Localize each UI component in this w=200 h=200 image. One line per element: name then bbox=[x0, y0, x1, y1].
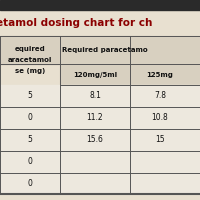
Bar bbox=[60, 36, 150, 64]
Bar bbox=[0, 36, 60, 64]
Text: 10.8: 10.8 bbox=[152, 114, 168, 122]
Text: se (mg): se (mg) bbox=[15, 68, 45, 74]
Text: 125mg: 125mg bbox=[147, 72, 173, 78]
Bar bbox=[0, 129, 200, 151]
Text: 11.2: 11.2 bbox=[87, 114, 103, 122]
Text: 5: 5 bbox=[28, 136, 32, 144]
Text: Required paracetamo: Required paracetamo bbox=[62, 47, 148, 53]
Bar bbox=[0, 0, 200, 10]
Bar bbox=[0, 85, 200, 107]
Text: 8.1: 8.1 bbox=[89, 92, 101, 100]
Bar bbox=[0, 107, 200, 129]
Text: aracetamol: aracetamol bbox=[8, 58, 52, 64]
Bar bbox=[60, 64, 200, 85]
Text: 120mg/5ml: 120mg/5ml bbox=[73, 72, 117, 78]
Text: 5: 5 bbox=[28, 92, 32, 100]
Bar bbox=[0, 10, 200, 36]
Bar bbox=[0, 173, 200, 194]
Text: 15: 15 bbox=[155, 136, 165, 144]
Bar bbox=[0, 151, 200, 173]
Bar bbox=[0, 36, 200, 64]
Text: 15.6: 15.6 bbox=[87, 136, 103, 144]
Text: 0: 0 bbox=[28, 114, 32, 122]
Text: 0: 0 bbox=[28, 179, 32, 188]
Text: etamol dosing chart for ch: etamol dosing chart for ch bbox=[0, 18, 152, 28]
Text: 0: 0 bbox=[28, 158, 32, 166]
Text: 7.8: 7.8 bbox=[154, 92, 166, 100]
Text: equired: equired bbox=[15, 46, 45, 52]
